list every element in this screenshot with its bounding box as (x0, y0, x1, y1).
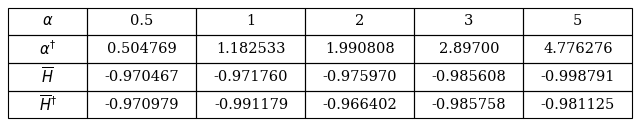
Bar (196, 35, 305, 63)
Text: -0.966402: -0.966402 (323, 98, 397, 112)
Text: 5: 5 (573, 14, 582, 28)
Text: -0.991179: -0.991179 (214, 98, 288, 112)
Text: 0.504769: 0.504769 (107, 42, 177, 56)
Text: 0.5: 0.5 (131, 14, 154, 28)
Bar (8, 8, 88, 35)
Bar (524, 8, 632, 35)
Text: 1: 1 (246, 14, 255, 28)
Text: 2.89700: 2.89700 (438, 42, 499, 56)
Bar (414, 63, 524, 91)
Bar (305, 35, 414, 63)
Text: -0.975970: -0.975970 (323, 70, 397, 84)
Bar (414, 8, 524, 35)
Bar (414, 91, 524, 118)
Text: -0.981125: -0.981125 (541, 98, 615, 112)
Text: 1.182533: 1.182533 (216, 42, 285, 56)
Bar (8, 63, 88, 91)
Text: $\overline{H}^{\dagger}$: $\overline{H}^{\dagger}$ (38, 94, 56, 115)
Text: $\alpha$: $\alpha$ (42, 14, 53, 28)
Bar (305, 91, 414, 118)
Bar (305, 63, 414, 91)
Bar (524, 63, 632, 91)
Text: -0.970979: -0.970979 (105, 98, 179, 112)
Bar (88, 63, 196, 91)
Bar (196, 63, 305, 91)
Text: -0.971760: -0.971760 (214, 70, 288, 84)
Bar (88, 91, 196, 118)
Text: -0.985608: -0.985608 (431, 70, 506, 84)
Bar (88, 8, 196, 35)
Text: -0.970467: -0.970467 (105, 70, 179, 84)
Bar (414, 35, 524, 63)
Bar (8, 91, 88, 118)
Bar (196, 91, 305, 118)
Text: $\alpha^{\dagger}$: $\alpha^{\dagger}$ (39, 40, 56, 58)
Bar (524, 91, 632, 118)
Text: 1.990808: 1.990808 (325, 42, 395, 56)
Bar (524, 35, 632, 63)
Bar (88, 35, 196, 63)
Text: 4.776276: 4.776276 (543, 42, 612, 56)
Text: -0.985758: -0.985758 (431, 98, 506, 112)
Bar (305, 8, 414, 35)
Bar (8, 35, 88, 63)
Text: 3: 3 (464, 14, 474, 28)
Text: 2: 2 (355, 14, 365, 28)
Text: $\overline{H}$: $\overline{H}$ (41, 67, 54, 87)
Text: -0.998791: -0.998791 (541, 70, 615, 84)
Bar (196, 8, 305, 35)
